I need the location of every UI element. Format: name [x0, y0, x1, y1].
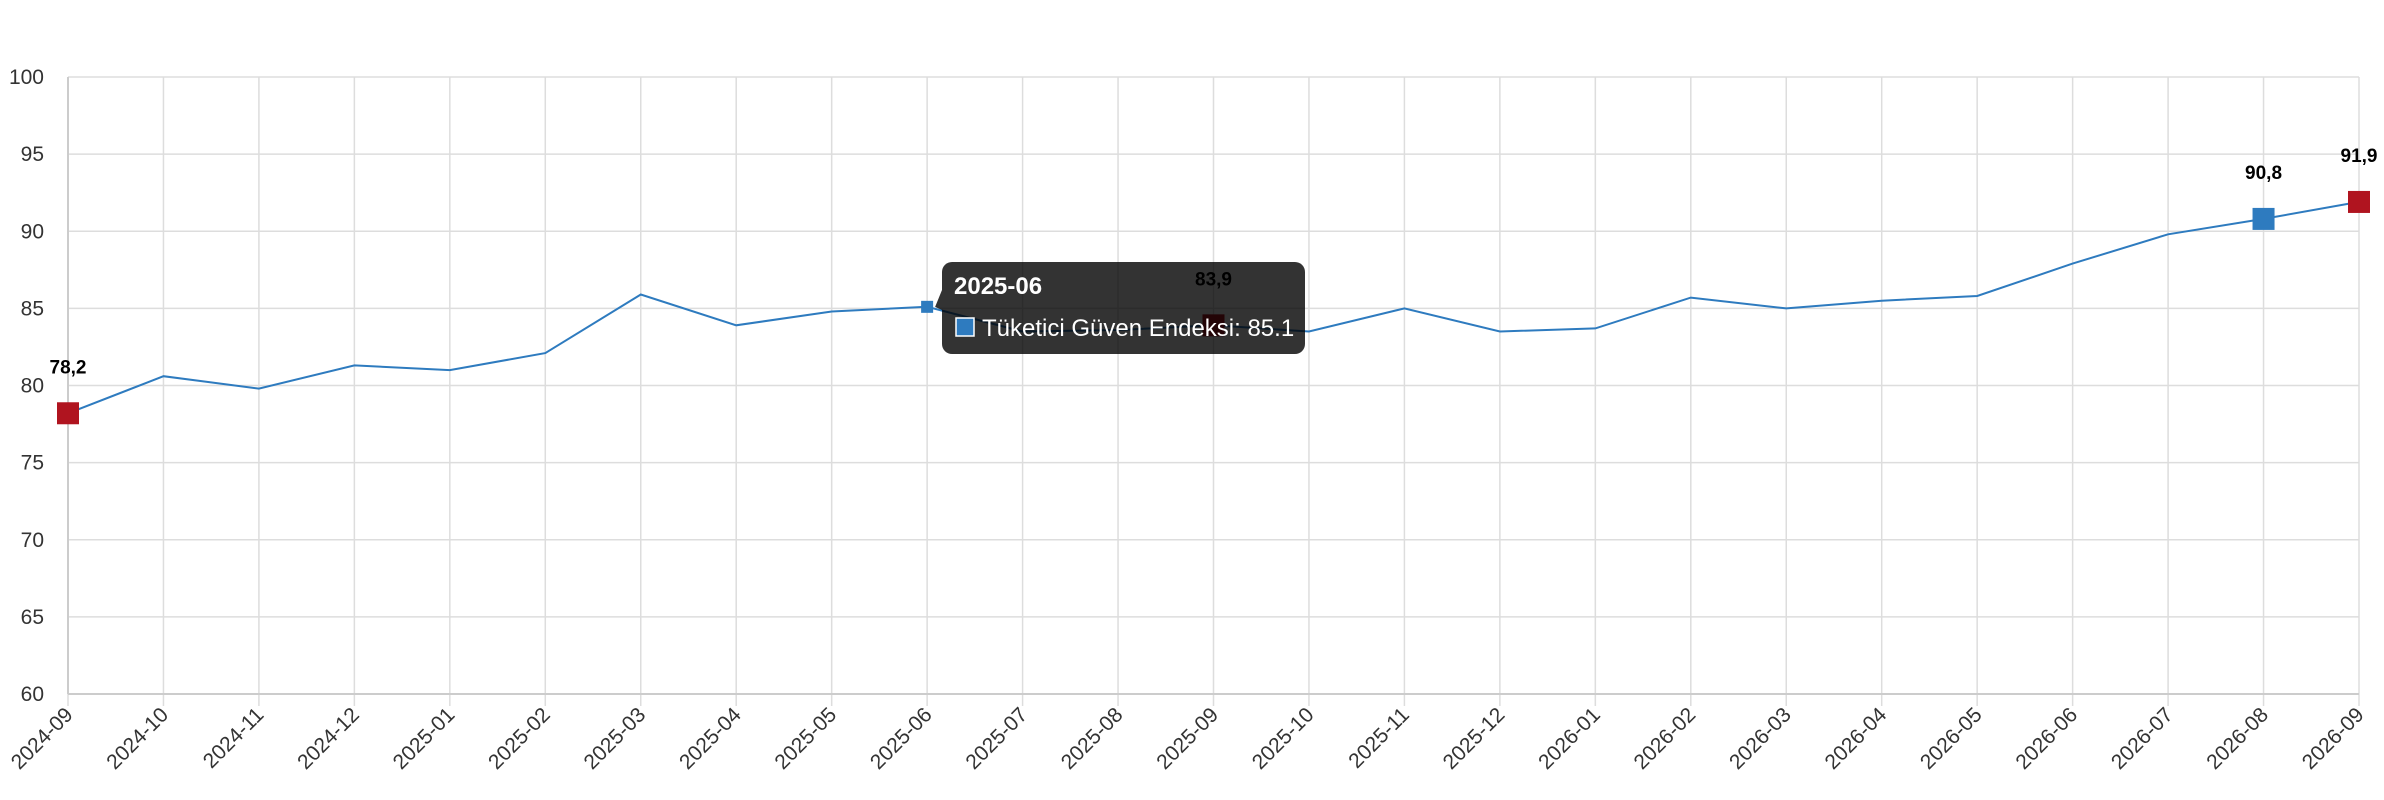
x-tick-label: 2025-11 — [1344, 703, 1414, 773]
tooltip-box — [942, 262, 1305, 354]
x-tick-label: 2026-03 — [1725, 703, 1796, 774]
x-tick-label: 2025-02 — [484, 703, 555, 774]
data-point-hover[interactable] — [921, 300, 934, 313]
y-tick-label: 65 — [21, 606, 44, 629]
data-point-marker — [57, 402, 79, 425]
tooltip-title: 2025-06 — [954, 273, 1042, 300]
x-tick-label: 2025-04 — [675, 703, 746, 774]
hover-point-group[interactable] — [921, 300, 934, 313]
x-tick-label: 2025-06 — [866, 703, 937, 774]
y-tick-label: 75 — [21, 452, 44, 475]
y-tick-label: 80 — [21, 375, 44, 398]
tooltip-text: Tüketici Güven Endeksi: 85.1 — [982, 315, 1294, 342]
y-tick-label: 70 — [21, 529, 44, 552]
x-tick-label: 2024-12 — [293, 703, 364, 774]
x-tick-label: 2025-12 — [1439, 703, 1510, 774]
x-tick-label: 2025-03 — [580, 703, 651, 774]
tooltip-swatch — [955, 317, 975, 337]
tooltip-caret — [935, 290, 942, 310]
x-tick-label: 2026-06 — [2011, 703, 2082, 774]
y-tick-label: 95 — [21, 143, 44, 166]
x-tick-label: 2024-09 — [7, 703, 78, 774]
x-tick-label: 2025-10 — [1248, 703, 1319, 774]
grid-lines — [67, 76, 2360, 706]
x-tick-label: 2026-08 — [2202, 703, 2273, 774]
y-axis-ticks: 60 65 70 75 80 85 90 95 100 — [9, 66, 44, 706]
y-tick-label: 90 — [21, 220, 44, 243]
x-tick-label: 2025-01 — [389, 703, 460, 774]
x-tick-label: 2025-08 — [1057, 703, 1128, 774]
y-tick-label: 85 — [21, 297, 44, 320]
x-tick-label: 2024-10 — [102, 703, 173, 774]
x-tick-label: 2026-04 — [1820, 703, 1891, 774]
x-tick-label: 2025-05 — [770, 703, 841, 774]
data-label: 91,9 — [2341, 146, 2378, 167]
x-tick-label: 2026-02 — [1630, 703, 1701, 774]
y-tick-label: 60 — [21, 683, 44, 706]
x-tick-label: 2026-01 — [1534, 703, 1605, 774]
y-tick-label: 100 — [9, 66, 44, 89]
x-tick-label: 2026-05 — [1916, 703, 1987, 774]
x-tick-label: 2026-07 — [2107, 703, 2178, 774]
data-point-marker — [2348, 190, 2370, 213]
data-label: 90,8 — [2245, 163, 2282, 184]
data-point-marker — [2252, 207, 2275, 230]
tooltip: 2025-06 Tüketici Güven Endeksi: 85.1 — [935, 262, 1305, 354]
x-tick-label: 2026-09 — [2298, 703, 2369, 774]
x-tick-label: 2025-09 — [1152, 703, 1223, 774]
data-label: 78,2 — [50, 357, 87, 378]
x-tick-label: 2024-11 — [199, 703, 269, 773]
x-axis-ticks: 2024-09 2024-10 2024-11 2024-12 2025-01 2025-… — [7, 703, 2369, 774]
x-tick-label: 2025-07 — [961, 703, 1032, 774]
